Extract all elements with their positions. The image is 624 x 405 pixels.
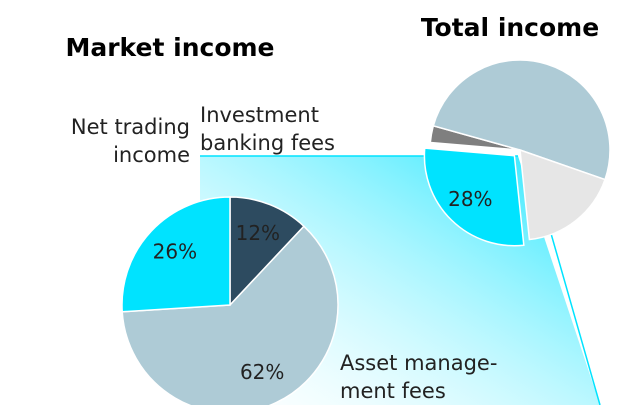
chart-title: Market income	[65, 33, 274, 62]
data-label: 28%	[448, 187, 492, 211]
category-label: ment fees	[340, 379, 446, 403]
pie-slice	[432, 59, 611, 181]
pie-slice	[121, 225, 339, 405]
pie-slice	[519, 148, 606, 241]
chart-title: Total income	[421, 13, 599, 42]
pie-slice	[229, 196, 305, 307]
data-label: 26%	[153, 240, 197, 264]
category-label: income	[113, 143, 190, 167]
category-label: Net trading	[71, 115, 190, 139]
pie-slice	[423, 147, 525, 247]
pie	[121, 196, 339, 405]
category-label: banking fees	[200, 131, 335, 155]
pie	[423, 59, 611, 247]
category-label: Investment	[200, 103, 319, 127]
pie-slice	[121, 196, 231, 313]
category-label: Asset manage-	[340, 351, 497, 375]
data-label: 62%	[240, 360, 284, 384]
data-label: 12%	[236, 221, 280, 245]
